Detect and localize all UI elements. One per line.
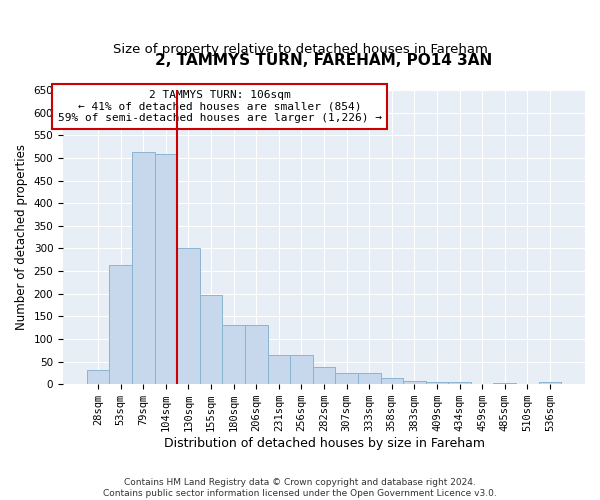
Text: 2 TAMMYS TURN: 106sqm
← 41% of detached houses are smaller (854)
59% of semi-det: 2 TAMMYS TURN: 106sqm ← 41% of detached …	[58, 90, 382, 123]
Bar	[177, 248, 200, 384]
Bar	[425, 382, 448, 384]
Bar	[358, 374, 380, 384]
X-axis label: Distribution of detached houses by size in Fareham: Distribution of detached houses by size …	[164, 437, 485, 450]
Bar	[132, 152, 155, 384]
Bar	[539, 382, 561, 384]
Bar	[200, 295, 223, 384]
Bar	[155, 154, 177, 384]
Bar	[245, 325, 268, 384]
Y-axis label: Number of detached properties: Number of detached properties	[15, 144, 28, 330]
Bar	[448, 382, 471, 384]
Text: Size of property relative to detached houses in Fareham: Size of property relative to detached ho…	[113, 42, 487, 56]
Bar	[290, 355, 313, 384]
Bar	[109, 265, 132, 384]
Bar	[403, 381, 425, 384]
Bar	[87, 370, 109, 384]
Bar	[335, 374, 358, 384]
Title: 2, TAMMYS TURN, FAREHAM, PO14 3AN: 2, TAMMYS TURN, FAREHAM, PO14 3AN	[155, 53, 493, 68]
Bar	[313, 366, 335, 384]
Text: Contains HM Land Registry data © Crown copyright and database right 2024.
Contai: Contains HM Land Registry data © Crown c…	[103, 478, 497, 498]
Bar	[268, 355, 290, 384]
Bar	[380, 378, 403, 384]
Bar	[223, 325, 245, 384]
